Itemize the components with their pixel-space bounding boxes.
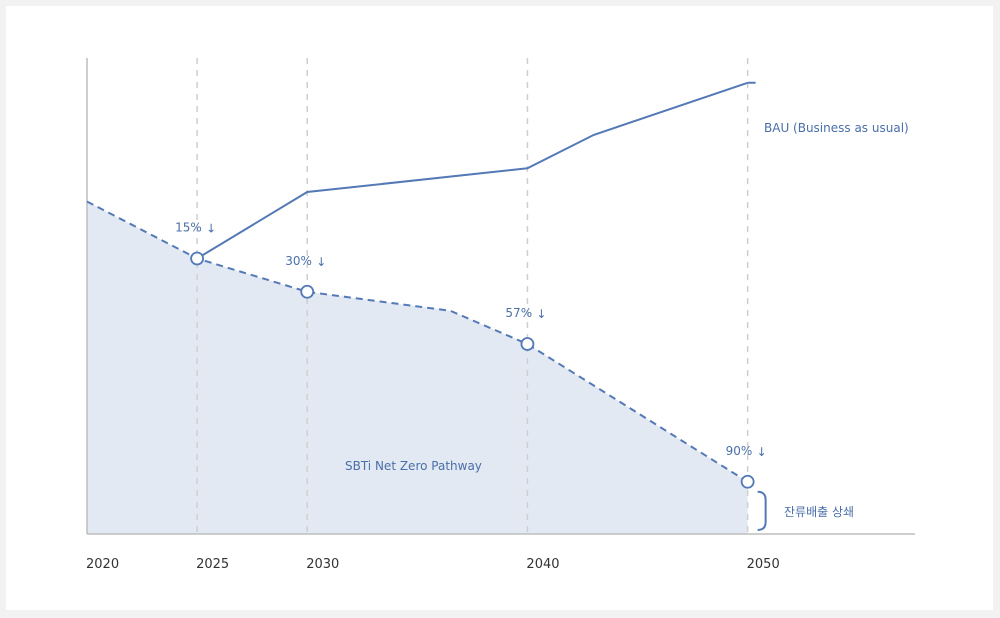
bau-line (196, 81, 748, 260)
x-tick-2050: 2050 (747, 557, 780, 572)
x-tick-2020: 2020 (86, 557, 119, 572)
bau-label: BAU (Business as usual) (764, 121, 909, 135)
down-arrow-icon: ↓ (757, 445, 767, 459)
x-tick-2030: 2030 (306, 557, 339, 572)
down-arrow-icon: ↓ (316, 255, 326, 269)
residual-bracket (757, 490, 767, 531)
pathway-label: SBTi Net Zero Pathway (345, 459, 482, 473)
x-tick-2040: 2040 (526, 557, 559, 572)
residual-emissions-label: 잔류배출 상쇄 (784, 505, 854, 519)
marker-2050 (740, 474, 755, 489)
marker-2025 (190, 251, 205, 266)
marker-2040 (520, 337, 535, 351)
pathway-area (87, 201, 748, 534)
down-arrow-icon: ↓ (206, 222, 216, 236)
pathway-line (86, 200, 749, 483)
down-arrow-icon: ↓ (536, 307, 546, 321)
x-tick-2025: 2025 (196, 557, 229, 572)
reduction-label-2030: 30% (285, 254, 312, 268)
reduction-label-2025: 15% (175, 221, 202, 235)
marker-2030 (300, 284, 315, 299)
reduction-label-2050: 90% (726, 444, 753, 458)
reduction-label-2040: 57% (505, 306, 532, 320)
